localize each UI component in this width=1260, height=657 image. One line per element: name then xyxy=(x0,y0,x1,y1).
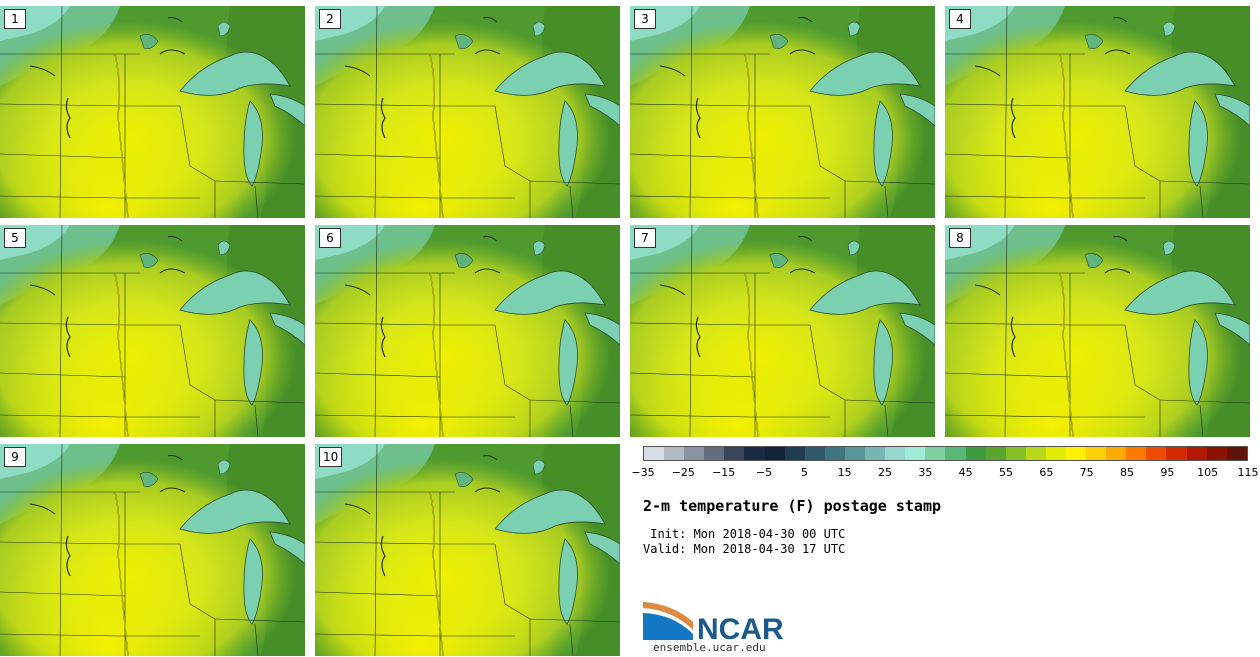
colorbar-tick-label: 55 xyxy=(999,466,1013,479)
valid-time: Valid: Mon 2018-04-30 17 UTC xyxy=(643,542,846,556)
colorbar-tick-label: −25 xyxy=(671,466,695,479)
colorbar-segment xyxy=(1166,447,1187,460)
colorbar-segment xyxy=(1025,447,1046,460)
colorbar-segment xyxy=(1086,447,1107,460)
colorbar-tick-label: −15 xyxy=(712,466,736,479)
colorbar-segment xyxy=(885,447,906,460)
colorbar-tick-label: 75 xyxy=(1079,466,1094,479)
colorbar-segment xyxy=(1106,447,1127,460)
colorbar-segment xyxy=(684,447,705,460)
colorbar-segment xyxy=(1045,447,1066,460)
colorbar-segment xyxy=(945,447,966,460)
colorbar-segment xyxy=(664,447,685,460)
member-number-label: 8 xyxy=(949,228,971,248)
colorbar-segment xyxy=(1005,447,1026,460)
colorbar-tick-label: 45 xyxy=(958,466,973,479)
colorbar-segment xyxy=(1186,447,1207,460)
colorbar-tick-label: −35 xyxy=(631,466,655,479)
colorbar-segment xyxy=(1226,447,1247,460)
member-number-label: 5 xyxy=(4,228,26,248)
temperature-colorbar xyxy=(643,446,1248,461)
colorbar-segment xyxy=(1065,447,1087,460)
member-number-label: 4 xyxy=(949,9,971,29)
colorbar-segment xyxy=(844,447,866,460)
colorbar-segment xyxy=(704,447,725,460)
colorbar-segment xyxy=(644,447,665,460)
member-panel-4: 4 xyxy=(945,6,1250,218)
ncar-logo-text: NCAR xyxy=(697,613,784,645)
colorbar-segment xyxy=(905,447,926,460)
colorbar-tick-label: 5 xyxy=(800,466,808,479)
plot-title: 2-m temperature (F) postage stamp xyxy=(643,497,942,515)
colorbar-tick-label: −5 xyxy=(755,466,773,479)
colorbar-segment xyxy=(1126,447,1147,460)
colorbar-tick-label: 95 xyxy=(1160,466,1175,479)
colorbar-segment xyxy=(784,447,805,460)
member-panel-8: 8 xyxy=(945,225,1250,437)
colorbar-tick-label: 65 xyxy=(1039,466,1054,479)
colorbar-segment xyxy=(865,447,886,460)
colorbar-segment xyxy=(724,447,745,460)
colorbar-segment xyxy=(985,447,1006,460)
init-time: Init: Mon 2018-04-30 00 UTC xyxy=(643,527,846,541)
member-panel-3: 3 xyxy=(630,6,935,218)
colorbar-tick-labels: −35 −25 −15 −5 5 15 25 35 45 55 65 75 85 95 105 115 xyxy=(631,466,1258,482)
colorbar-segment xyxy=(1146,447,1167,460)
member-number-label: 7 xyxy=(634,228,656,248)
member-panel-2: 2 xyxy=(315,6,620,218)
colorbar-segment xyxy=(764,447,785,460)
member-number-label: 2 xyxy=(319,9,341,29)
colorbar-segment xyxy=(804,447,825,460)
member-panel-7: 7 xyxy=(630,225,935,437)
colorbar-segment xyxy=(744,447,765,460)
colorbar-tick-label: 85 xyxy=(1120,466,1134,479)
member-number-label: 1 xyxy=(4,9,26,29)
colorbar-segment xyxy=(925,447,946,460)
colorbar-tick-label: 35 xyxy=(918,466,933,479)
ncar-logo: NCAR xyxy=(643,602,784,645)
member-number-label: 10 xyxy=(319,447,343,467)
member-panel-6: 6 xyxy=(315,225,620,437)
colorbar-segment xyxy=(965,447,986,460)
member-panel-5: 5 xyxy=(0,225,305,437)
colorbar-tick-label: 15 xyxy=(837,466,852,479)
colorbar-segment xyxy=(824,447,845,460)
member-panel-9: 9 xyxy=(0,444,305,656)
colorbar-segment xyxy=(1206,447,1227,460)
colorbar-tick-label: 105 xyxy=(1197,466,1219,479)
member-panel-1: 1 xyxy=(0,6,305,218)
member-number-label: 6 xyxy=(319,228,341,248)
member-number-label: 3 xyxy=(634,9,656,29)
colorbar-tick-label: 25 xyxy=(878,466,892,479)
colorbar-tick-label: 115 xyxy=(1237,466,1259,479)
ensemble-url: ensemble.ucar.edu xyxy=(653,641,766,654)
member-number-label: 9 xyxy=(4,447,26,467)
member-panel-10: 10 xyxy=(315,444,620,656)
